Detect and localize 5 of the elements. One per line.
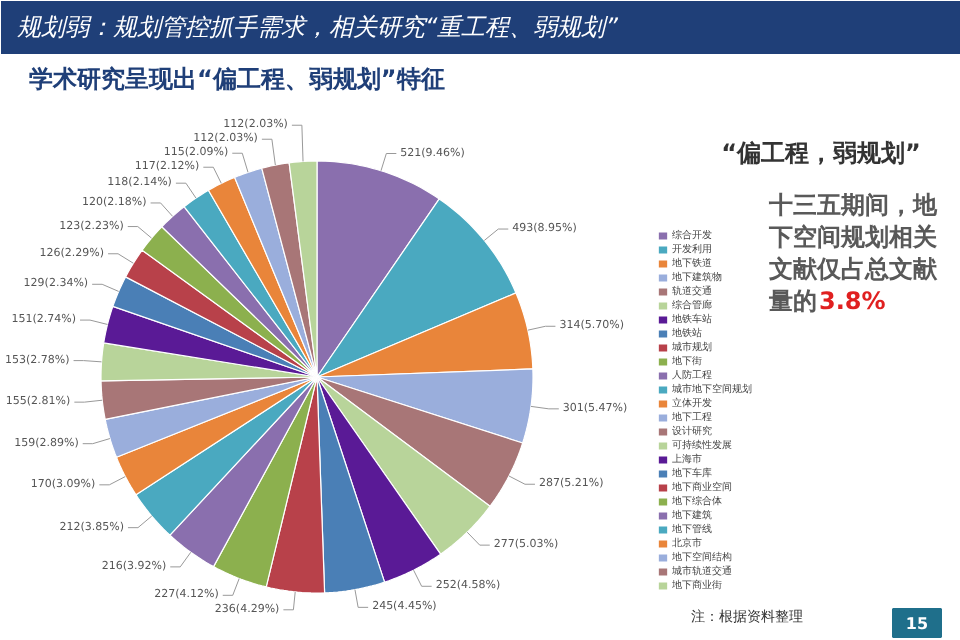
text: 15 [905, 615, 929, 633]
text: “偏工程，弱规划” [721, 139, 921, 167]
chart-subtitle: 学术研究呈现出“偏工程、弱规划”特征 [29, 65, 445, 93]
text: 十三五期间，地下空间规划相关文献仅占总文献量的3.8% [767, 191, 939, 315]
chart-title: 规划弱：规划管控抓手需求，相关研究“重工程、弱规划” [17, 13, 620, 41]
